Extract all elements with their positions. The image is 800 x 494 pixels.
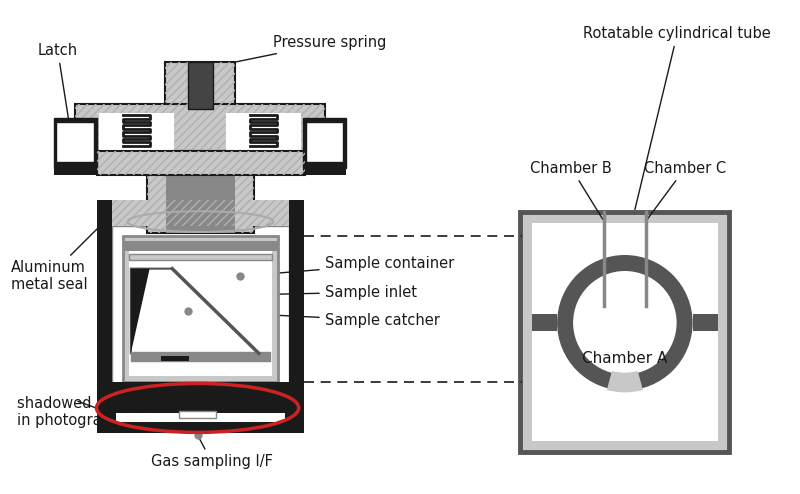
- Bar: [166, 151, 235, 233]
- Wedge shape: [607, 371, 643, 392]
- Bar: [303, 118, 346, 168]
- Bar: [75, 104, 325, 151]
- Polygon shape: [131, 269, 150, 353]
- Bar: [147, 151, 254, 233]
- Text: Chamber B: Chamber B: [530, 161, 612, 219]
- Bar: [693, 314, 718, 331]
- Bar: [112, 200, 289, 226]
- Bar: [97, 381, 304, 433]
- Bar: [97, 151, 305, 175]
- Bar: [306, 122, 343, 163]
- Bar: [112, 226, 289, 418]
- Text: Aluminum
metal seal: Aluminum metal seal: [11, 224, 102, 292]
- Bar: [165, 62, 235, 104]
- Bar: [129, 253, 272, 260]
- Bar: [54, 118, 97, 168]
- Bar: [147, 151, 254, 233]
- Text: Pressure spring: Pressure spring: [203, 35, 386, 69]
- Polygon shape: [131, 269, 258, 353]
- Bar: [303, 168, 346, 175]
- Bar: [179, 411, 217, 418]
- Bar: [116, 412, 285, 422]
- Text: Gas sampling I/F: Gas sampling I/F: [151, 438, 273, 469]
- Bar: [112, 200, 289, 226]
- Text: Sample inlet: Sample inlet: [242, 285, 417, 300]
- Text: Latch: Latch: [38, 43, 78, 129]
- Bar: [131, 352, 270, 361]
- Bar: [97, 200, 112, 433]
- Circle shape: [557, 255, 693, 391]
- Text: Sample container: Sample container: [242, 256, 454, 276]
- Bar: [54, 168, 97, 175]
- Bar: [97, 418, 304, 433]
- Bar: [97, 151, 305, 175]
- Bar: [99, 113, 174, 151]
- Bar: [226, 113, 301, 151]
- Bar: [532, 223, 718, 441]
- Text: Sample catcher: Sample catcher: [191, 311, 439, 328]
- Bar: [289, 200, 304, 433]
- Bar: [521, 212, 730, 452]
- Bar: [75, 104, 325, 151]
- Text: shadowed part
in photograph: shadowed part in photograph: [17, 396, 126, 428]
- Text: Rotatable cylindrical tube: Rotatable cylindrical tube: [583, 26, 771, 209]
- Bar: [57, 122, 94, 163]
- Text: Chamber C: Chamber C: [644, 161, 726, 219]
- Bar: [188, 62, 213, 109]
- Bar: [123, 242, 278, 251]
- Bar: [532, 314, 557, 331]
- Circle shape: [573, 271, 677, 374]
- Bar: [161, 356, 189, 361]
- Bar: [129, 242, 272, 376]
- Bar: [123, 236, 278, 381]
- Bar: [165, 62, 235, 104]
- Text: Chamber A: Chamber A: [582, 351, 667, 366]
